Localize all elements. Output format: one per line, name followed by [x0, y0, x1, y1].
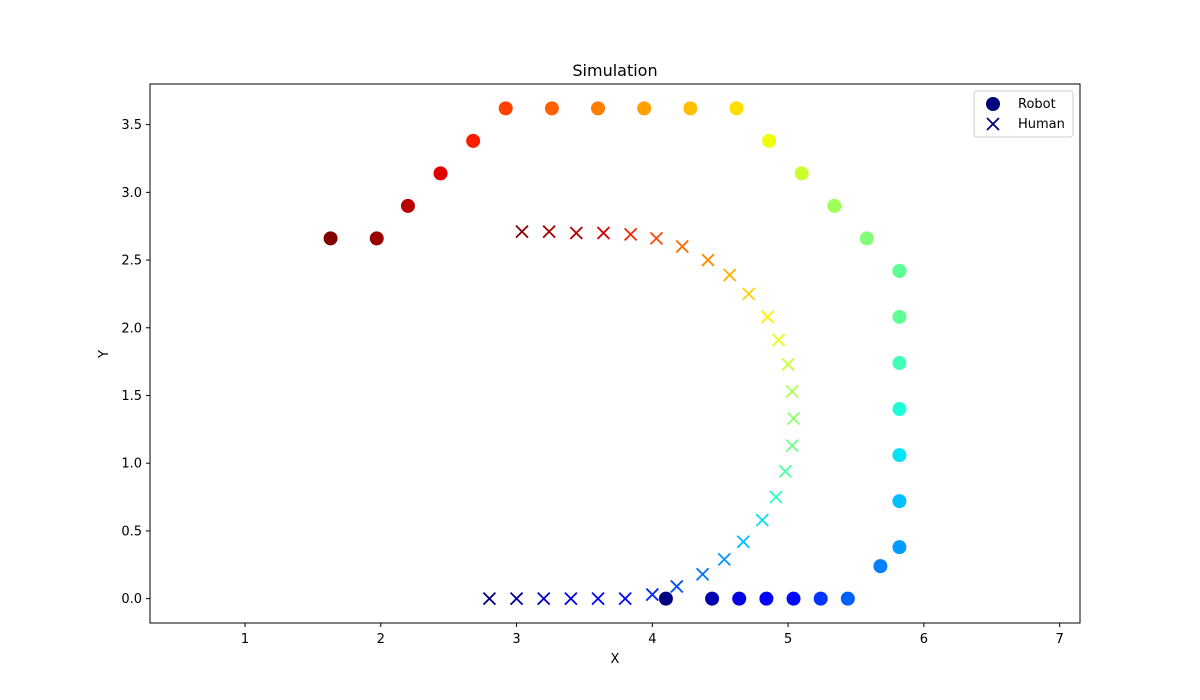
y-tick-label: 3.5 [121, 118, 142, 133]
human-point [542, 224, 556, 239]
human-point [564, 591, 578, 606]
human-point [785, 384, 799, 399]
x-axis: 1 2 3 4 5 6 7 [241, 623, 1064, 647]
y-tick-label: 1.5 [121, 389, 142, 404]
robot-point [892, 355, 907, 370]
robot-point [794, 166, 809, 181]
x-tick-label: 5 [784, 632, 792, 647]
human-point [786, 411, 801, 426]
robot-point [705, 591, 720, 606]
legend-x-marker [986, 117, 1000, 131]
robot-point [433, 166, 448, 181]
legend-marker-human [986, 117, 1000, 131]
robot-point [729, 101, 744, 116]
human-point [675, 239, 689, 254]
robot-point [892, 263, 907, 278]
human-point [596, 226, 611, 240]
human-point [769, 490, 783, 504]
robot-point [683, 101, 698, 116]
human-point [569, 226, 583, 240]
human-point [537, 591, 551, 606]
legend-label-robot: Robot [1018, 97, 1056, 112]
robot-point [762, 133, 777, 148]
robot-point [498, 101, 513, 116]
human-point [761, 310, 775, 324]
human-point [670, 579, 684, 594]
human-point [778, 464, 793, 478]
human-point [771, 333, 786, 347]
y-axis: 0.0 0.5 1.0 1.5 2.0 2.5 3.0 3.5 [121, 118, 150, 607]
y-axis-label: Y [97, 350, 112, 359]
chart-title: Simulation [572, 61, 657, 80]
robot-point [591, 101, 606, 116]
x-tick-label: 3 [512, 632, 520, 647]
robot-point [827, 198, 842, 213]
human-point [618, 591, 632, 606]
x-tick-label: 6 [920, 632, 928, 647]
robot-point [323, 231, 338, 246]
x-tick-label: 7 [1055, 632, 1063, 647]
y-tick-label: 1.0 [121, 457, 142, 472]
human-point [755, 513, 769, 527]
plot-area-frame [149, 83, 1081, 624]
human-point [781, 357, 795, 371]
robot-point [466, 133, 481, 148]
robot-point [732, 591, 747, 606]
y-tick-label: 0.5 [121, 524, 142, 539]
robot-point [400, 198, 415, 213]
human-point [623, 227, 638, 241]
human-point [695, 567, 710, 581]
robot-point [892, 402, 907, 417]
data-points [323, 101, 907, 606]
robot-point [813, 591, 828, 606]
x-tick-label: 1 [241, 632, 249, 647]
robot-point [544, 101, 559, 116]
human-point [645, 587, 659, 602]
human-point [736, 535, 750, 549]
robot-point [892, 309, 907, 324]
robot-point [892, 494, 907, 509]
human-point [649, 231, 664, 246]
robot-point [840, 591, 855, 606]
legend-label-human: Human [1018, 117, 1065, 132]
robot-point [892, 448, 907, 463]
y-tick-label: 2.0 [121, 321, 142, 336]
robot-point [892, 540, 907, 555]
legend-marker-robot [986, 97, 1000, 111]
y-tick-label: 3.0 [121, 186, 142, 201]
legend: Robot Human [973, 90, 1074, 138]
robot-point [637, 101, 652, 116]
robot-point [859, 231, 874, 246]
human-point [785, 438, 799, 453]
human-point [742, 287, 756, 301]
human-point [482, 591, 497, 606]
x-tick-label: 2 [377, 632, 385, 647]
y-tick-label: 2.5 [121, 254, 142, 269]
y-tick-label: 0.0 [121, 592, 142, 607]
human-point [509, 591, 524, 606]
human-point [701, 253, 715, 267]
robot-point [786, 591, 801, 606]
human-point [723, 268, 737, 282]
human-point [591, 591, 605, 606]
robot-point [369, 231, 384, 246]
robot-point [658, 591, 673, 606]
human-point [515, 224, 529, 239]
robot-point [759, 591, 774, 606]
robot-point [873, 559, 888, 574]
x-axis-label: X [611, 652, 620, 667]
human-point [717, 552, 731, 566]
x-tick-label: 4 [648, 632, 656, 647]
